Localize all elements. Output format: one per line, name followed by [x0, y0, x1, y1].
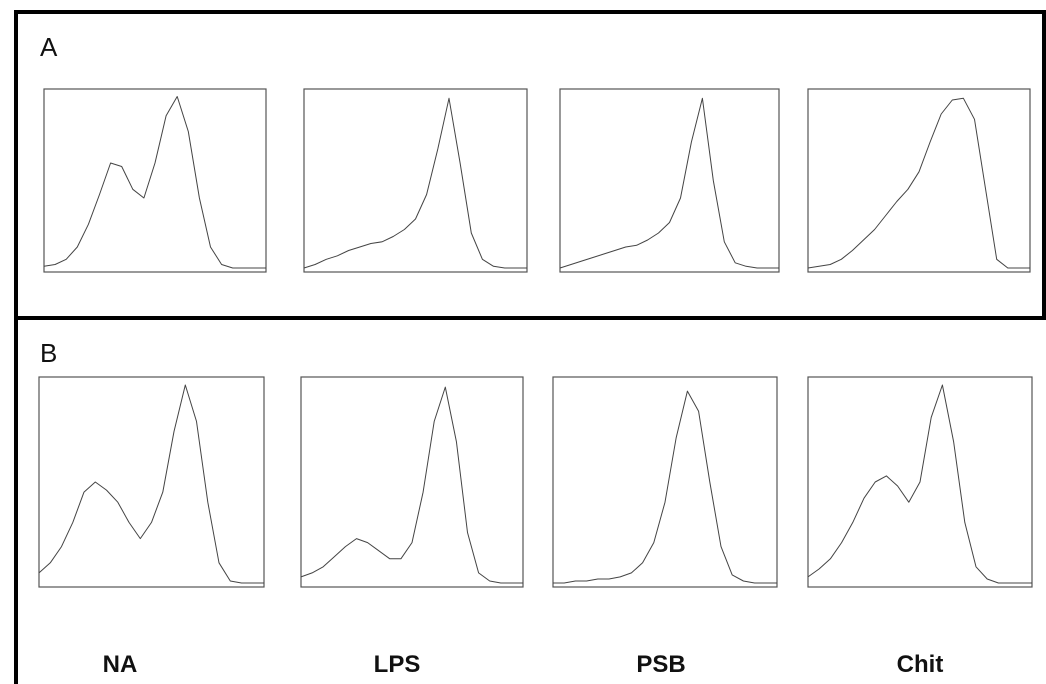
histogram-line-a-chit	[807, 97, 1030, 269]
plot-box-a-lps	[303, 88, 528, 273]
histogram-line-b-chit	[807, 384, 1032, 584]
plot-box-b-lps	[300, 376, 524, 588]
histogram-line-a-lps	[303, 97, 527, 269]
condition-label-chit: Chit	[897, 651, 944, 678]
histogram-curves	[38, 96, 1032, 584]
condition-label-lps: LPS	[374, 651, 421, 678]
condition-label-psb: PSB	[636, 651, 685, 678]
panel-a-letter: A	[40, 32, 58, 62]
plot-box-a-chit	[807, 88, 1031, 273]
histogram-line-a-psb	[559, 97, 779, 269]
condition-label-na: NA	[103, 651, 138, 678]
panel-b-letter: B	[40, 338, 57, 368]
plot-box-b-na	[38, 376, 265, 588]
histogram-line-b-lps	[300, 386, 523, 584]
histogram-line-b-psb	[553, 390, 777, 584]
histogram-line-b-na	[38, 384, 264, 584]
plot-box-a-na	[43, 88, 267, 273]
panel-b-frame	[14, 316, 1044, 684]
histogram-line-a-na	[43, 96, 266, 269]
plot-box-b-psb	[552, 376, 778, 588]
plot-box-a-psb	[559, 88, 780, 273]
